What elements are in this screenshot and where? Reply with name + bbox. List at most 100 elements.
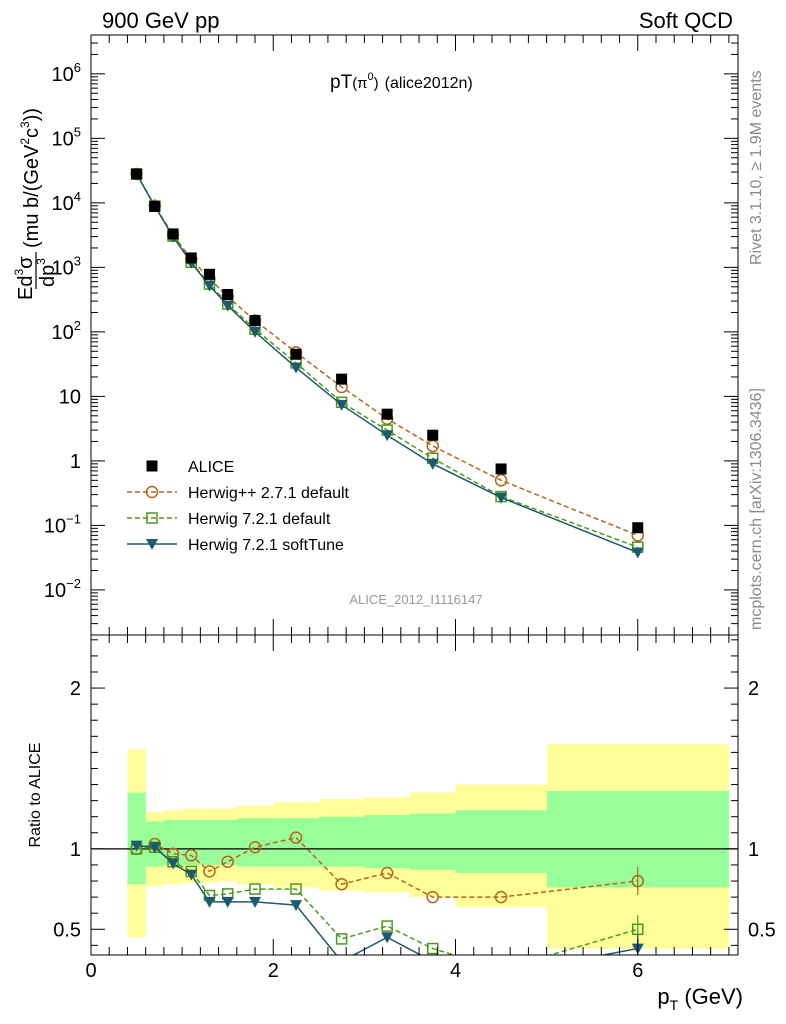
ratio-point-herwig-2-7-1-default bbox=[494, 890, 508, 904]
data-point-alice bbox=[222, 288, 234, 300]
y-tick-label-base: 10 bbox=[44, 515, 66, 537]
uncertainty-band-inner bbox=[364, 815, 410, 869]
legend-entry-herwig-7-2-1-softtune: Herwig 7.2.1 softTune bbox=[127, 537, 344, 554]
ratio-point-herwig-7-2-1-default bbox=[249, 883, 261, 895]
ratio-point-herwig-7-2-1-softtune bbox=[185, 869, 198, 881]
ratio-point-herwig-7-2-1-softtune bbox=[203, 896, 216, 908]
data-point-herwig-7-2-1-softtune bbox=[495, 492, 508, 504]
ratio-point-herwig-2-7-1-default bbox=[221, 855, 234, 868]
x-tick-label: 2 bbox=[268, 960, 279, 982]
ratio-point-herwig-7-2-1-default bbox=[290, 883, 302, 895]
legend: ALICE Herwig++ 2.7.1 default Herwig 7.2.1 … bbox=[127, 459, 350, 554]
uncertainty-band-inner bbox=[218, 819, 237, 865]
y-tick-label-exponent: 3 bbox=[74, 253, 81, 268]
series-alice bbox=[131, 168, 644, 534]
data-point-alice bbox=[336, 373, 348, 385]
ratio-y-axis-title: Ratio to ALICE bbox=[27, 743, 44, 848]
y-tick-label-base: 10 bbox=[59, 386, 81, 408]
data-point-alice bbox=[427, 429, 439, 441]
x-tick-label: 4 bbox=[450, 960, 461, 982]
data-point-herwig-7-2-1-softtune bbox=[290, 362, 303, 374]
y-tick-label: 10−2 bbox=[44, 576, 81, 602]
ratio-point-herwig-7-2-1-default bbox=[335, 933, 348, 945]
ratio-point-herwig-7-2-1-softtune bbox=[381, 932, 394, 944]
y-tick-label: 103 bbox=[52, 253, 81, 279]
data-point-alice bbox=[381, 408, 393, 420]
uncertainty-band-inner bbox=[409, 813, 456, 870]
ratio-y-tick-label-left: 1 bbox=[70, 839, 81, 861]
ratio-point-herwig-7-2-1-softtune bbox=[148, 842, 161, 854]
ratio-point-herwig-7-2-1-softtune bbox=[290, 900, 303, 912]
ratio-y-tick-label-right: 2 bbox=[748, 678, 759, 700]
uncertainty-band-inner bbox=[455, 810, 547, 873]
main-y-axis-title: Ed3σ dp3 (mu b/(GeV2c3)) bbox=[12, 108, 59, 300]
x-axis-title: pT (GeV) bbox=[657, 984, 743, 1013]
legend-marker bbox=[146, 460, 158, 472]
y-tick-label: 104 bbox=[52, 189, 81, 215]
y-tick-label: 105 bbox=[52, 124, 81, 150]
legend-entry-herwig-7-2-1-default: Herwig 7.2.1 default bbox=[127, 511, 331, 528]
data-point-alice bbox=[249, 315, 261, 327]
y-tick-label: 106 bbox=[52, 60, 81, 86]
uncertainty-band-inner bbox=[182, 819, 201, 865]
ratio-panel: 2 21 10.5 0.50 2 4 6 Ratio to ALICE pT (GeV) bbox=[27, 634, 776, 1013]
y-tick-label: 1 bbox=[70, 451, 81, 473]
y-tick-label-exponent: 5 bbox=[74, 124, 81, 139]
data-point-alice bbox=[203, 268, 215, 280]
data-point-herwig-2-7-1-default bbox=[426, 439, 439, 453]
legend-entry-herwig-2-7-1-default: Herwig++ 2.7.1 default bbox=[127, 485, 350, 502]
svg-text:(mu b/(GeV2c3)): (mu b/(GeV2c3)) bbox=[18, 108, 43, 248]
y-tick-label: 10−1 bbox=[44, 511, 81, 537]
ratio-point-herwig-7-2-1-softtune bbox=[249, 896, 262, 908]
ratio-point-herwig-7-2-1-softtune bbox=[427, 956, 439, 967]
data-point-herwig-7-2-1-softtune bbox=[426, 458, 439, 470]
header-category-label: Soft QCD bbox=[639, 8, 733, 33]
ratio-point-herwig-2-7-1-default bbox=[335, 877, 348, 891]
y-tick-label-base: 10 bbox=[52, 322, 74, 344]
data-point-alice bbox=[149, 200, 161, 212]
series-line-herwig-2-7-1-default bbox=[135, 173, 639, 537]
legend-marker bbox=[146, 512, 158, 524]
uncertainty-band-inner bbox=[318, 816, 365, 867]
ratio-point-herwig-2-7-1-default bbox=[184, 849, 198, 862]
y-tick-label-exponent: −2 bbox=[66, 576, 81, 591]
y-tick-label-base: 1 bbox=[70, 451, 81, 473]
svg-text:Ed3σ: Ed3σ bbox=[12, 256, 37, 300]
analysis-id-label: ALICE_2012_I1116147 bbox=[349, 592, 482, 607]
data-point-alice bbox=[290, 348, 302, 360]
ratio-y-tick-label-right: 1 bbox=[748, 839, 759, 861]
y-tick-label-base: 10 bbox=[52, 128, 74, 150]
y-tick-label-base: 10 bbox=[52, 193, 74, 215]
ratio-point-herwig-7-2-1-softtune bbox=[167, 858, 180, 870]
legend-label: ALICE bbox=[188, 459, 234, 476]
data-point-herwig-7-2-1-softtune bbox=[203, 280, 216, 292]
ratio-y-tick-label-right: 0.5 bbox=[748, 919, 776, 941]
y-tick-label-base: 10 bbox=[44, 580, 66, 602]
ratio-point-herwig-2-7-1-default bbox=[248, 841, 262, 854]
ratio-point-herwig-2-7-1-default bbox=[426, 890, 439, 904]
ratio-point-herwig-7-2-1-softtune bbox=[221, 896, 234, 908]
x-tick-label: 0 bbox=[85, 960, 96, 982]
ratio-point-herwig-7-2-1-softtune bbox=[130, 840, 143, 852]
data-point-herwig-7-2-1-softtune bbox=[221, 300, 234, 312]
header-energy-label: 900 GeV pp bbox=[102, 8, 219, 33]
ratio-frame bbox=[90, 634, 739, 956]
data-point-alice bbox=[131, 168, 143, 180]
y-tick-label-base: 10 bbox=[52, 64, 74, 86]
data-point-herwig-7-2-1-softtune bbox=[335, 399, 348, 411]
y-tick-label-exponent: 2 bbox=[74, 318, 81, 333]
ratio-point-herwig-7-2-1-default bbox=[381, 920, 393, 932]
legend-label: Herwig 7.2.1 default bbox=[188, 511, 331, 528]
x-tick-label: 6 bbox=[632, 960, 643, 982]
y-tick-label: 10 bbox=[59, 386, 81, 408]
data-point-alice bbox=[632, 522, 644, 534]
data-point-herwig-7-2-1-softtune bbox=[631, 547, 644, 559]
ratio-point-herwig-7-2-1-softtune bbox=[336, 956, 348, 967]
ratio-line-herwig-2-7-1-default bbox=[136, 836, 638, 898]
data-point-alice bbox=[167, 228, 179, 240]
ratio-point-herwig-2-7-1-default bbox=[289, 831, 303, 844]
rivet-version-label: Rivet 3.1.10, ≥ 1.9M events bbox=[748, 70, 765, 265]
ratio-point-herwig-2-7-1-default bbox=[380, 866, 394, 880]
data-point-herwig-2-7-1-default bbox=[494, 474, 508, 487]
